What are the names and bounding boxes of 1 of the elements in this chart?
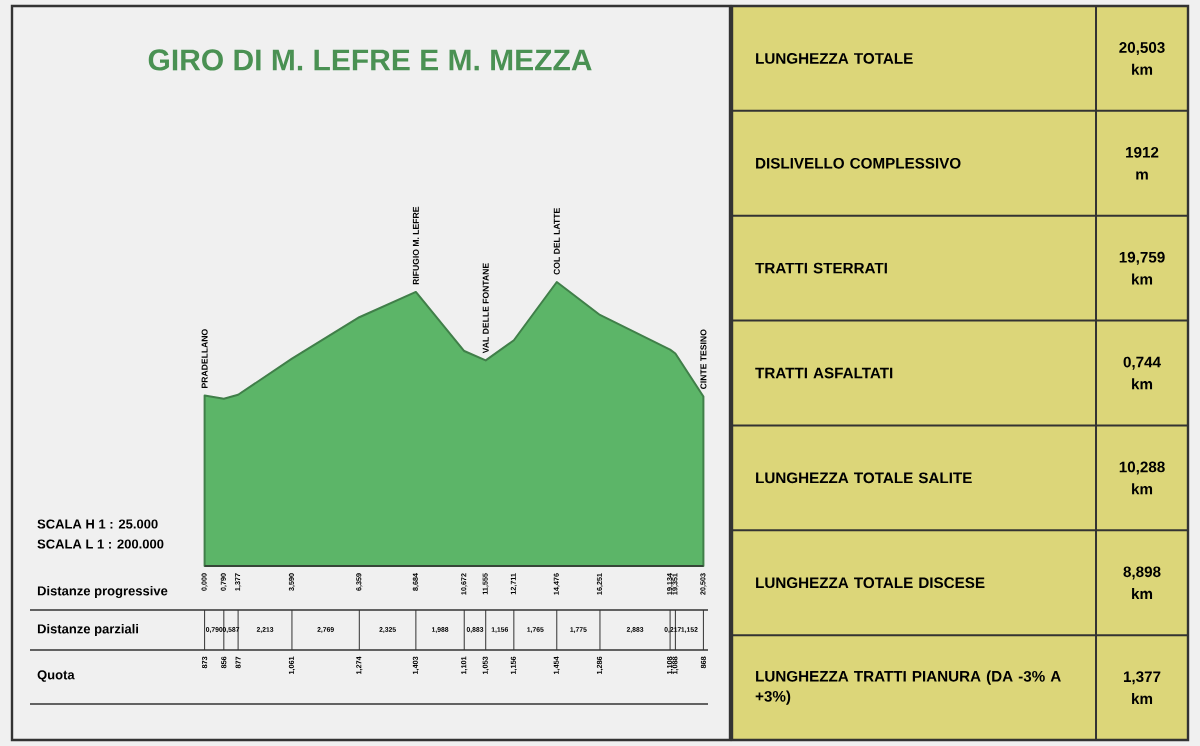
chart-title: GIRO DI M. LEFRE E M. MEZZA bbox=[148, 49, 592, 71]
